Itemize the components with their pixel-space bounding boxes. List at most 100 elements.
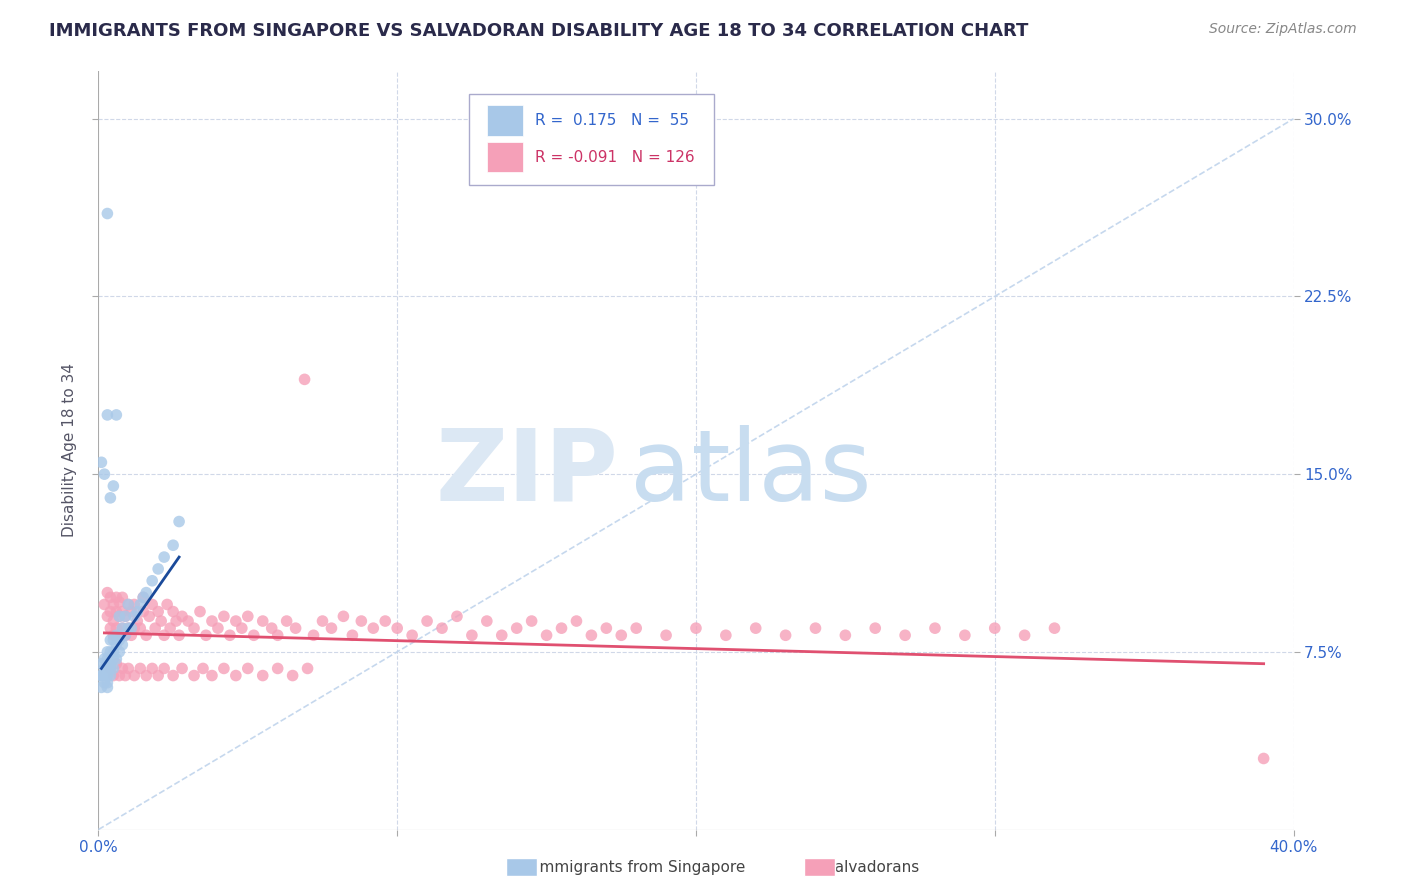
Point	[141, 598, 163, 612]
Text: R = -0.091   N = 126: R = -0.091 N = 126	[534, 150, 695, 164]
Point	[172, 609, 194, 624]
Point	[96, 661, 118, 675]
Point	[655, 628, 678, 642]
Point	[135, 628, 157, 642]
Point	[132, 591, 155, 605]
Point	[302, 628, 325, 642]
Point	[172, 661, 194, 675]
Point	[96, 668, 118, 682]
Point	[775, 628, 797, 642]
Point	[124, 668, 146, 682]
Point	[162, 538, 184, 552]
Point	[103, 668, 125, 682]
Point	[150, 614, 173, 628]
Point	[243, 628, 266, 642]
Point	[231, 621, 253, 635]
Point	[98, 491, 122, 505]
Point	[96, 206, 118, 220]
Point	[156, 598, 179, 612]
Point	[148, 605, 170, 619]
Point	[127, 605, 149, 619]
FancyBboxPatch shape	[486, 142, 523, 172]
Point	[207, 621, 229, 635]
Point	[138, 609, 160, 624]
Point	[159, 621, 181, 635]
Point	[105, 591, 128, 605]
Y-axis label: Disability Age 18 to 34: Disability Age 18 to 34	[62, 363, 77, 538]
Point	[114, 628, 136, 642]
Point	[98, 657, 122, 671]
Text: atlas: atlas	[630, 425, 872, 522]
Point	[98, 605, 122, 619]
Point	[385, 621, 409, 635]
Point	[96, 681, 118, 695]
Point	[225, 668, 247, 682]
Point	[114, 609, 136, 624]
Point	[117, 621, 139, 635]
Text: Source: ZipAtlas.com: Source: ZipAtlas.com	[1209, 22, 1357, 37]
Point	[103, 652, 125, 666]
Point	[252, 668, 274, 682]
Point	[98, 633, 122, 648]
Point	[111, 621, 134, 635]
Point	[129, 661, 152, 675]
Point	[103, 645, 125, 659]
Point	[108, 633, 131, 648]
Point	[342, 628, 364, 642]
Point	[120, 605, 142, 619]
Point	[98, 591, 122, 605]
Point	[103, 628, 125, 642]
Point	[141, 574, 163, 588]
Point	[132, 591, 155, 605]
Point	[103, 633, 125, 648]
Point	[225, 614, 247, 628]
Point	[804, 621, 827, 635]
Point	[167, 628, 190, 642]
Point	[120, 628, 142, 642]
Point	[105, 621, 128, 635]
Point	[96, 408, 118, 422]
Point	[212, 609, 235, 624]
Point	[520, 614, 543, 628]
FancyBboxPatch shape	[486, 105, 523, 136]
Point	[93, 661, 115, 675]
Point	[96, 668, 118, 682]
Point	[114, 628, 136, 642]
Point	[252, 614, 274, 628]
Point	[267, 661, 290, 675]
Point	[96, 657, 118, 671]
Point	[260, 621, 283, 635]
Point	[191, 661, 214, 675]
Text: Salvadorans: Salvadorans	[824, 860, 920, 874]
Point	[124, 621, 146, 635]
Point	[284, 621, 307, 635]
Point	[183, 621, 205, 635]
Point	[90, 681, 112, 695]
Point	[96, 645, 118, 659]
Point	[212, 661, 235, 675]
Point	[446, 609, 468, 624]
Point	[153, 661, 176, 675]
Point	[536, 628, 558, 642]
Point	[491, 628, 513, 642]
Point	[108, 609, 131, 624]
Point	[93, 652, 115, 666]
Point	[297, 661, 319, 675]
Point	[350, 614, 373, 628]
Point	[96, 675, 118, 690]
Point	[98, 621, 122, 635]
Point	[103, 598, 125, 612]
Point	[685, 621, 707, 635]
Point	[129, 598, 152, 612]
Point	[90, 455, 112, 469]
Point	[924, 621, 946, 635]
Point	[135, 668, 157, 682]
Point	[162, 668, 184, 682]
Point	[894, 628, 917, 642]
Point	[114, 668, 136, 682]
Point	[124, 598, 146, 612]
Point	[129, 621, 152, 635]
Point	[188, 605, 211, 619]
Point	[153, 628, 176, 642]
Point	[143, 621, 166, 635]
